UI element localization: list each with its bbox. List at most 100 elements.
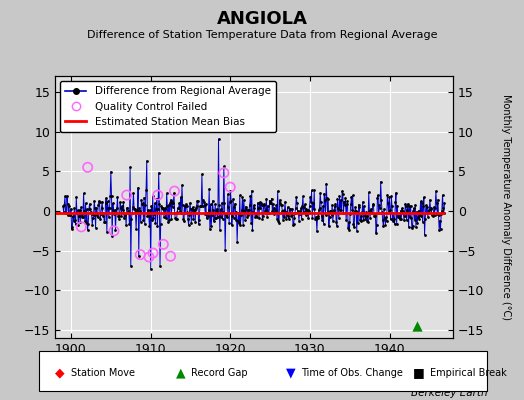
Point bbox=[64, 212, 72, 219]
Point bbox=[351, 204, 359, 210]
Point bbox=[391, 199, 399, 205]
Point bbox=[239, 197, 248, 203]
Point bbox=[399, 210, 408, 216]
Point bbox=[421, 215, 429, 222]
Point bbox=[145, 212, 153, 219]
Point bbox=[205, 186, 213, 192]
Point bbox=[424, 207, 433, 213]
Point bbox=[59, 203, 67, 210]
Point bbox=[420, 194, 428, 200]
Point bbox=[152, 195, 161, 202]
Point bbox=[61, 193, 69, 200]
Point bbox=[328, 202, 336, 208]
Point bbox=[422, 210, 431, 216]
Point bbox=[406, 214, 414, 220]
Point bbox=[123, 205, 132, 212]
Point bbox=[257, 202, 266, 208]
Point bbox=[122, 222, 130, 228]
Text: Empirical Break: Empirical Break bbox=[430, 368, 506, 378]
Point bbox=[145, 254, 153, 260]
Point bbox=[331, 201, 340, 207]
Point bbox=[91, 204, 99, 211]
Point bbox=[139, 216, 148, 223]
Point bbox=[373, 195, 381, 201]
Point bbox=[412, 224, 420, 230]
Point bbox=[93, 212, 101, 218]
Point bbox=[397, 207, 405, 214]
Point bbox=[412, 208, 421, 215]
Point bbox=[71, 221, 80, 228]
Point bbox=[77, 224, 85, 230]
Point bbox=[344, 224, 352, 231]
Point bbox=[169, 200, 178, 206]
Point bbox=[170, 210, 179, 216]
Point bbox=[194, 198, 202, 204]
Point bbox=[267, 200, 275, 206]
Point bbox=[121, 211, 129, 217]
Point bbox=[222, 212, 231, 219]
Point bbox=[420, 231, 429, 238]
Point bbox=[385, 194, 394, 200]
Point bbox=[160, 206, 169, 212]
Point bbox=[388, 203, 396, 209]
Point bbox=[136, 208, 144, 214]
Point bbox=[397, 216, 406, 222]
Point bbox=[198, 171, 206, 178]
Point bbox=[322, 180, 330, 187]
Point bbox=[88, 222, 96, 228]
Point bbox=[252, 212, 260, 219]
Point bbox=[174, 204, 182, 211]
Point bbox=[345, 219, 353, 226]
Point bbox=[90, 212, 98, 218]
Point bbox=[250, 205, 259, 212]
Point bbox=[202, 215, 211, 222]
Point bbox=[378, 217, 387, 223]
Point bbox=[261, 208, 269, 214]
Point bbox=[155, 170, 163, 176]
Point bbox=[333, 196, 342, 202]
Point bbox=[187, 220, 195, 226]
Point bbox=[369, 200, 378, 207]
Point bbox=[345, 227, 354, 234]
Point bbox=[212, 215, 220, 221]
Point bbox=[230, 214, 238, 221]
Point bbox=[267, 195, 276, 202]
Point bbox=[315, 204, 324, 211]
Point bbox=[68, 224, 77, 231]
Point bbox=[79, 214, 87, 220]
Point bbox=[168, 198, 176, 205]
Point bbox=[209, 207, 217, 214]
Point bbox=[335, 193, 344, 199]
Point bbox=[93, 214, 102, 221]
Point bbox=[367, 209, 376, 215]
Point bbox=[83, 226, 92, 233]
Point bbox=[120, 214, 128, 221]
Point bbox=[130, 205, 139, 212]
Point bbox=[390, 221, 399, 227]
Point bbox=[378, 209, 386, 215]
Point bbox=[439, 205, 447, 211]
Point bbox=[185, 200, 194, 206]
Point bbox=[363, 213, 372, 220]
Point bbox=[229, 196, 237, 202]
Point bbox=[142, 187, 150, 193]
Point bbox=[66, 212, 74, 219]
Point bbox=[80, 190, 88, 196]
Point bbox=[380, 206, 388, 212]
Point bbox=[127, 216, 136, 222]
Point bbox=[148, 193, 157, 200]
Point bbox=[69, 213, 77, 220]
Point bbox=[346, 210, 354, 217]
Point bbox=[303, 208, 311, 214]
Point bbox=[308, 215, 316, 222]
Point bbox=[136, 252, 145, 258]
Point bbox=[123, 192, 131, 198]
Point bbox=[216, 206, 225, 212]
Point bbox=[274, 188, 282, 194]
Point bbox=[311, 216, 320, 222]
Point bbox=[199, 202, 207, 209]
Point bbox=[294, 208, 302, 214]
Point bbox=[336, 207, 344, 213]
Point bbox=[83, 206, 91, 212]
Point bbox=[204, 212, 212, 219]
